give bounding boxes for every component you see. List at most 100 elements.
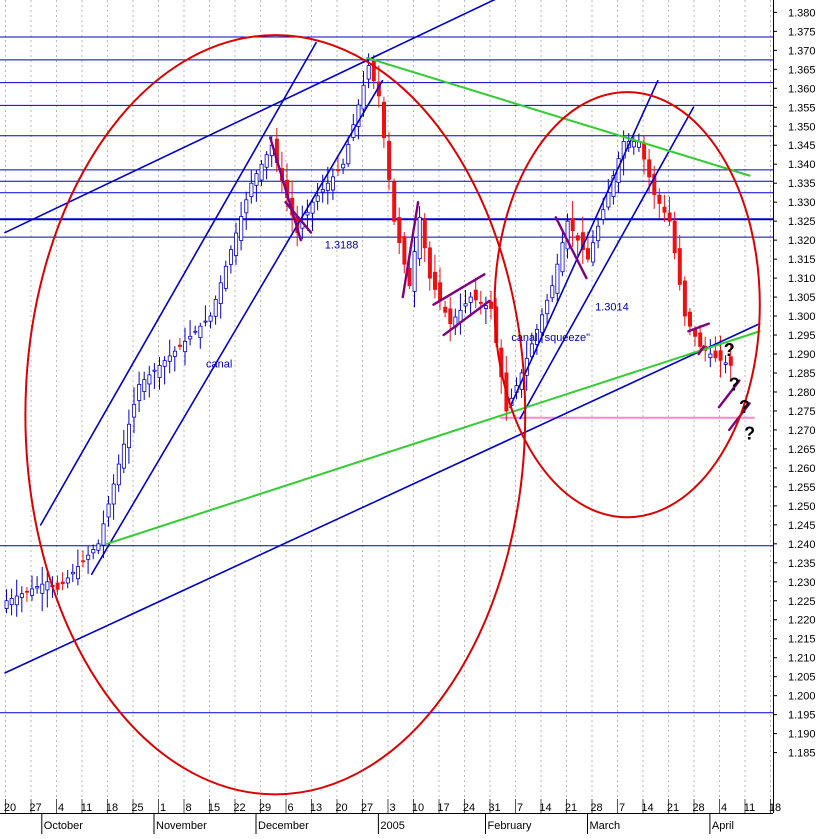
candle-141 bbox=[723, 355, 728, 374]
candle-26 bbox=[137, 371, 142, 413]
candle-95 bbox=[489, 290, 494, 320]
x-axis-background bbox=[0, 801, 773, 834]
candle-body-134 bbox=[688, 311, 693, 327]
candle-74 bbox=[381, 96, 386, 149]
candle-93 bbox=[478, 290, 483, 315]
y-tick-label-13: 1.250 bbox=[788, 501, 816, 513]
candle-body-32 bbox=[167, 355, 172, 362]
candle-84 bbox=[432, 254, 437, 299]
x-tick-label-18: 24 bbox=[463, 802, 475, 814]
candle-body-136 bbox=[698, 332, 703, 347]
candle-body-119 bbox=[611, 175, 616, 197]
candle-body-25 bbox=[132, 403, 137, 418]
candle-body-1 bbox=[9, 597, 14, 606]
candle-body-12 bbox=[65, 577, 70, 584]
candle-87 bbox=[448, 296, 453, 342]
y-tick-label-4: 1.205 bbox=[788, 672, 816, 684]
red-ellipse-1 bbox=[493, 91, 761, 519]
x-tick-label-2: 4 bbox=[58, 802, 64, 814]
x-tick-label-9: 22 bbox=[233, 802, 245, 814]
x-tick-label-15: 3 bbox=[389, 802, 395, 814]
x-tick-label-20: 7 bbox=[517, 802, 523, 814]
candle-body-82 bbox=[422, 219, 427, 249]
x-tick-label-26: 21 bbox=[667, 802, 679, 814]
candle-body-59 bbox=[305, 211, 310, 216]
blue-trendline-3 bbox=[4, 322, 761, 674]
candle-21 bbox=[111, 474, 116, 520]
y-tick-label-17: 1.270 bbox=[788, 425, 816, 437]
x-tick-label-10: 29 bbox=[259, 802, 271, 814]
candle-94 bbox=[483, 296, 488, 325]
candle-18 bbox=[96, 539, 101, 555]
candle-body-106 bbox=[545, 299, 550, 315]
candle-81 bbox=[417, 206, 422, 266]
candle-body-112 bbox=[575, 235, 580, 241]
x-tick-label-30: 18 bbox=[769, 802, 781, 814]
candle-body-45 bbox=[234, 232, 239, 256]
candle-body-5 bbox=[30, 588, 35, 596]
candle-75 bbox=[387, 132, 392, 191]
candle-33 bbox=[172, 346, 177, 372]
candle-body-128 bbox=[657, 194, 662, 204]
purple-trendline-2 bbox=[401, 200, 420, 299]
purple-trendline-5 bbox=[554, 216, 588, 280]
blue-trendline-1 bbox=[90, 79, 384, 575]
candle-6 bbox=[35, 576, 40, 594]
candle-body-31 bbox=[162, 360, 167, 367]
candle-body-79 bbox=[407, 267, 412, 287]
purple-trendline-3 bbox=[432, 273, 486, 306]
candle-64 bbox=[330, 168, 335, 201]
candle-body-91 bbox=[468, 296, 473, 303]
candle-body-20 bbox=[106, 503, 111, 518]
y-tick-label-28: 1.325 bbox=[788, 216, 816, 228]
x-tick-label-5: 25 bbox=[131, 802, 143, 814]
month-label-3: 2005 bbox=[380, 820, 404, 832]
y-tick-label-22: 1.295 bbox=[788, 330, 816, 342]
month-label-4: February bbox=[488, 820, 533, 832]
candle-body-131 bbox=[672, 220, 677, 254]
annotation-2: canal "squeeze" bbox=[511, 332, 590, 344]
y-tick-label-24: 1.305 bbox=[788, 292, 816, 304]
candle-66 bbox=[341, 158, 346, 174]
y-tick-label-32: 1.345 bbox=[788, 140, 816, 152]
y-axis: 1.185 1.190 1.195 1.200 1.205 1.210 1.215 1.220… bbox=[773, 0, 826, 813]
candle-61 bbox=[315, 182, 320, 211]
candle-44 bbox=[228, 245, 233, 274]
candle-body-67 bbox=[346, 144, 351, 165]
candle-48 bbox=[249, 170, 254, 204]
candle-body-4 bbox=[24, 590, 29, 593]
candle-36 bbox=[188, 320, 193, 346]
x-tick-label-6: 1 bbox=[160, 802, 166, 814]
candle-body-130 bbox=[667, 212, 672, 222]
y-tick-label-6: 1.215 bbox=[788, 634, 816, 646]
candle-119 bbox=[611, 170, 616, 205]
candle-46 bbox=[239, 201, 244, 251]
purple-trendline-1 bbox=[284, 200, 313, 234]
candle-body-94 bbox=[483, 305, 488, 309]
candle-47 bbox=[244, 191, 249, 230]
candle-body-85 bbox=[438, 282, 443, 302]
x-tick-label-3: 11 bbox=[81, 802, 92, 814]
y-tick-label-30: 1.335 bbox=[788, 178, 816, 190]
candle-body-10 bbox=[55, 582, 60, 590]
x-tick-label-4: 18 bbox=[106, 802, 118, 814]
candle-body-50 bbox=[259, 163, 264, 181]
candle-body-65 bbox=[336, 169, 341, 171]
candle-body-76 bbox=[392, 181, 397, 222]
candle-body-0 bbox=[4, 600, 9, 609]
ellipses bbox=[24, 34, 761, 796]
candle-body-17 bbox=[91, 549, 96, 554]
candle-43 bbox=[223, 260, 228, 292]
candle-body-107 bbox=[550, 285, 555, 299]
y-tick-label-31: 1.340 bbox=[788, 159, 816, 171]
x-tick-label-29: 11 bbox=[744, 802, 755, 814]
candle-body-43 bbox=[223, 265, 228, 289]
month-label-2: December bbox=[258, 820, 309, 832]
candle-45 bbox=[234, 222, 239, 265]
candle-32 bbox=[167, 339, 172, 374]
candle-body-126 bbox=[647, 159, 652, 178]
y-tick-label-25: 1.310 bbox=[788, 273, 816, 285]
y-tick-label-12: 1.245 bbox=[788, 520, 816, 532]
y-tick-label-29: 1.330 bbox=[788, 197, 816, 209]
candle-129 bbox=[662, 194, 667, 222]
